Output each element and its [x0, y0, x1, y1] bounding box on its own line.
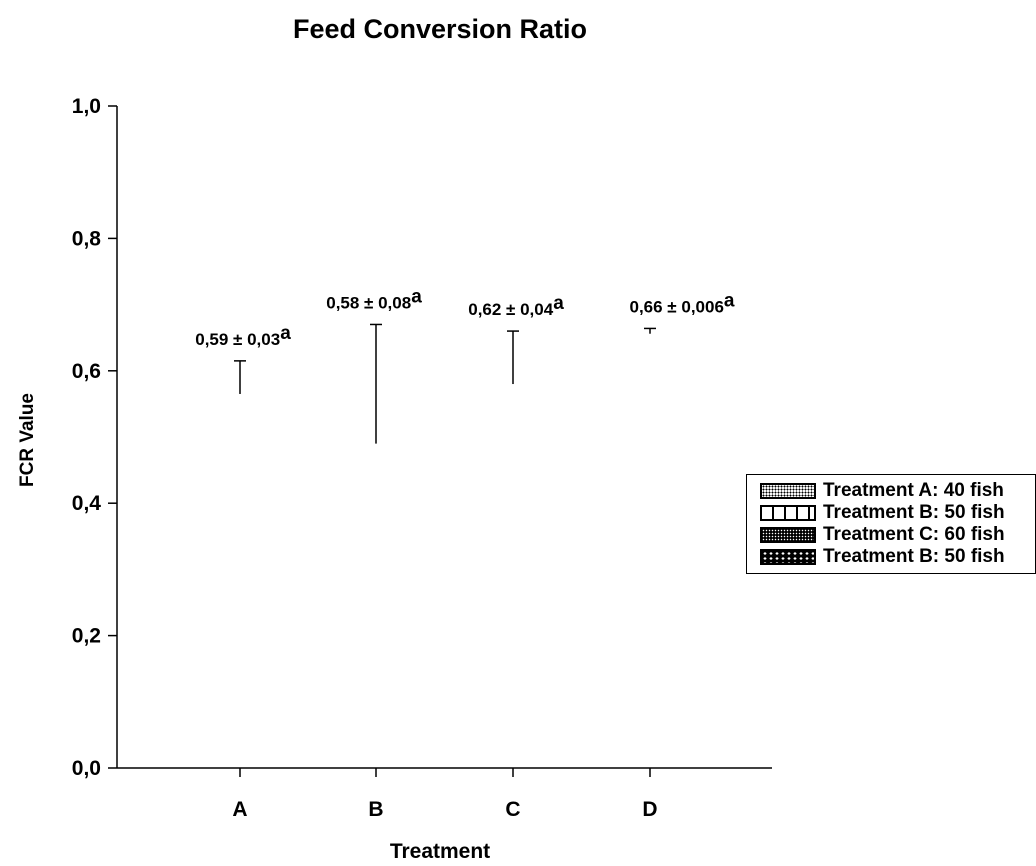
legend-label: Treatment B: 50 fish [823, 546, 1005, 567]
legend-label: Treatment B: 50 fish [823, 502, 1005, 523]
data-label: 0,62 ± 0,04a [468, 293, 564, 319]
y-axis-label: FCR Value [17, 393, 38, 487]
x-tick-label: A [232, 798, 247, 821]
x-axis-label: Treatment [390, 840, 490, 863]
y-tick-label: 0,2 [72, 625, 101, 648]
x-tick-label: B [368, 798, 383, 821]
x-tick-label: C [505, 798, 520, 821]
data-label: 0,66 ± 0,006a [630, 290, 735, 316]
data-label: 0,58 ± 0,08a [326, 286, 422, 312]
legend-item-c: Treatment C: 60 fish [755, 525, 1035, 545]
legend-item-d: Treatment B: 50 fish [755, 547, 1035, 567]
legend: Treatment A: 40 fish Treatment B: 50 fis… [746, 474, 1036, 574]
y-tick-label: 0,4 [72, 492, 102, 515]
legend-swatch-diamonds [760, 549, 816, 565]
y-tick-label: 0,8 [72, 227, 102, 250]
y-tick-label: 1,0 [72, 95, 101, 118]
legend-item-b: Treatment B: 50 fish [755, 503, 1035, 523]
legend-label: Treatment A: 40 fish [823, 480, 1004, 501]
y-tick-label: 0,6 [72, 360, 101, 383]
legend-label: Treatment C: 60 fish [823, 524, 1005, 545]
chart-marks: 0,0 0,2 0,4 0,6 0,8 1,0 A B C D 0,59 ± 0,03a 0,58 ±… [72, 95, 735, 821]
legend-swatch-dense-dark [760, 527, 816, 543]
y-tick-label: 0,0 [72, 757, 101, 780]
legend-item-a: Treatment A: 40 fish [755, 481, 1035, 501]
legend-swatch-vertical-stripes [760, 505, 816, 521]
chart-title: Feed Conversion Ratio [293, 14, 587, 44]
legend-swatch-fine-dots [760, 483, 816, 499]
data-label: 0,59 ± 0,03a [195, 323, 291, 349]
x-tick-label: D [642, 798, 657, 821]
